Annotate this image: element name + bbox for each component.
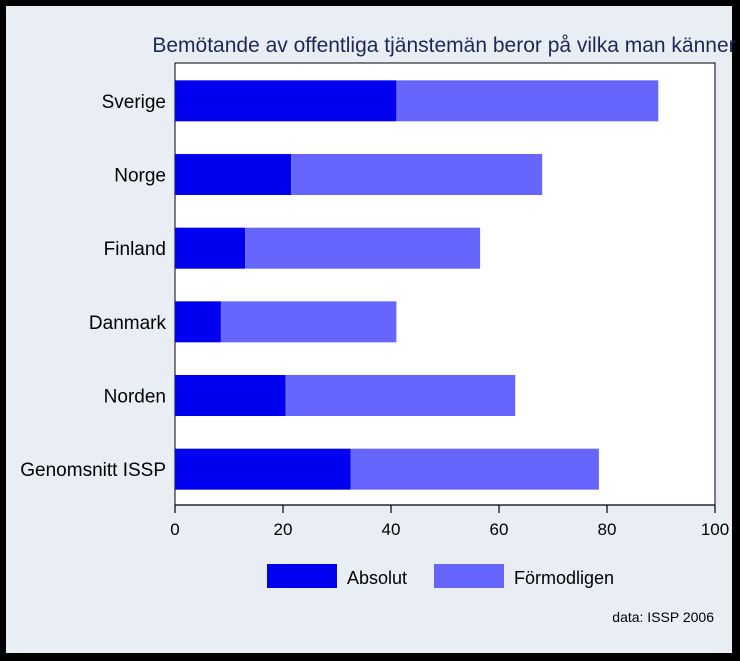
category-label: Norden: [104, 387, 166, 408]
bars-group: [175, 80, 659, 490]
bar-absolut-4: [175, 375, 286, 416]
plot-area: [174, 62, 716, 506]
x-tick-label: 100: [701, 520, 729, 539]
legend-swatch-formodligen: [434, 564, 504, 588]
x-tick-label: 20: [274, 520, 293, 539]
bar-formodligen-3: [220, 301, 397, 343]
source-note: data: ISSP 2006: [612, 609, 714, 625]
category-label: Sverige: [102, 92, 166, 113]
x-axis-ticks: 0 20 40 60 80 100: [170, 505, 729, 539]
bar-formodligen-0: [396, 80, 659, 122]
chart-title: Bemötande av offentliga tjänstemän beror…: [152, 34, 735, 57]
x-tick-label: 40: [382, 520, 401, 539]
bar-absolut-0: [175, 80, 397, 122]
legend: Absolut Förmodligen: [267, 564, 614, 588]
category-label: Danmark: [89, 313, 167, 334]
bar-absolut-1: [175, 154, 292, 195]
legend-swatch-absolut: [267, 564, 337, 588]
category-label: Norge: [114, 166, 166, 187]
bar-absolut-2: [175, 227, 246, 269]
bar-formodligen-2: [245, 227, 481, 269]
category-label: Finland: [104, 239, 166, 260]
legend-label-absolut: Absolut: [347, 568, 407, 588]
bar-formodligen-4: [285, 375, 516, 416]
category-label: Genomsnitt ISSP: [20, 460, 166, 481]
category-labels: Sverige Norge Finland Danmark Norden Genomsni…: [20, 92, 166, 481]
bar-absolut-3: [175, 301, 221, 343]
legend-label-formodligen: Förmodligen: [514, 568, 614, 588]
bar-formodligen-1: [291, 154, 543, 195]
x-tick-label: 0: [170, 520, 179, 539]
x-tick-label: 60: [490, 520, 509, 539]
bar-absolut-5: [175, 448, 351, 490]
bar-formodligen-5: [350, 448, 599, 490]
x-tick-label: 80: [598, 520, 617, 539]
